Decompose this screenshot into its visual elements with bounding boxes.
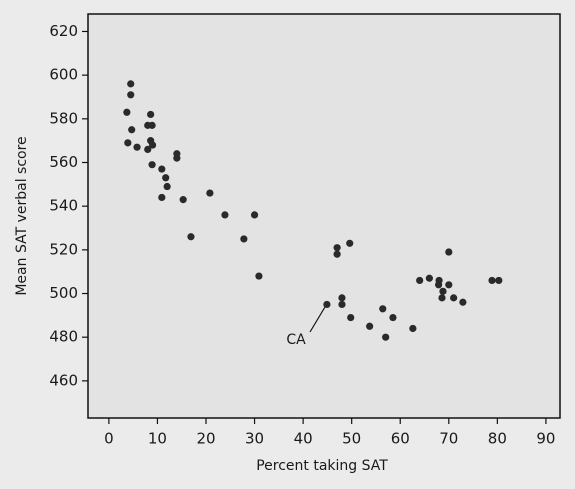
point [323,300,331,309]
y-tick-label: 500 [49,284,78,302]
point [333,250,341,258]
y-tick-label: 540 [49,197,78,215]
point [206,189,214,197]
x-tick-label: 80 [488,430,507,448]
point [148,141,157,149]
x-tick-label: 50 [342,430,361,448]
point [128,126,136,134]
point [127,91,135,99]
point [144,145,152,153]
point [488,276,496,285]
point [495,276,503,285]
point [333,244,341,252]
point [439,287,447,295]
point [379,305,387,313]
x-axis-label: Percent taking SAT [256,458,388,474]
point [338,300,346,309]
point [127,80,135,88]
y-axis-label: Mean SAT verbal score [14,136,30,295]
y-tick-label: 580 [49,109,78,127]
x-tick-label: 0 [104,430,114,448]
x-tick-label: 60 [391,430,410,448]
point [148,161,156,169]
point [148,121,156,129]
y-tick-label: 600 [49,66,78,84]
x-tick-label: 70 [439,430,458,448]
point [158,165,166,173]
point [162,174,170,182]
point [158,193,166,202]
y-tick-label: 520 [49,240,78,258]
point [123,108,131,116]
point [133,143,141,151]
point [221,211,229,219]
x-tick-label: 30 [245,430,264,448]
point [240,235,248,243]
point [416,276,424,285]
point [382,333,390,341]
x-tick-label: 20 [196,430,215,448]
point [338,294,346,302]
plot-area [87,13,561,419]
x-tick-label: 10 [148,430,167,448]
point [173,154,181,162]
point [255,272,263,280]
point [163,182,171,191]
y-tick-label: 480 [49,328,78,346]
y-tick-label: 620 [49,22,78,40]
point [389,313,397,322]
annotation: CA [286,332,306,348]
point [346,239,354,247]
point [435,281,443,289]
point [450,294,458,302]
point [179,196,187,204]
point [147,110,155,119]
point [187,233,195,241]
point [445,281,453,289]
x-tick-label: 90 [536,430,555,448]
annotation-leader [309,306,326,333]
point [409,324,417,333]
point [124,139,132,147]
point [445,248,453,256]
y-tick-label: 460 [49,371,78,389]
point [438,294,446,302]
point [347,313,355,322]
point [366,322,374,330]
x-tick-label: 40 [294,430,313,448]
point [459,298,467,306]
y-tick-label: 560 [49,153,78,171]
point [425,274,433,282]
point [250,211,259,219]
